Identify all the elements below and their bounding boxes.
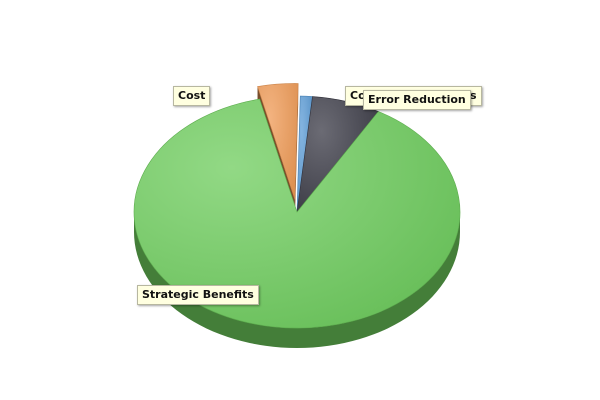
pie-depth-strategic-benefits — [134, 212, 460, 348]
slice-label-cost: Cost — [173, 86, 211, 106]
slice-label-error-reduction: Error Reduction — [363, 90, 471, 110]
pie-slice-strategic-benefits — [133, 98, 461, 329]
pie-slice-cost — [257, 83, 299, 200]
slice-label-strategic-benefits: Strategic Benefits — [137, 285, 259, 305]
